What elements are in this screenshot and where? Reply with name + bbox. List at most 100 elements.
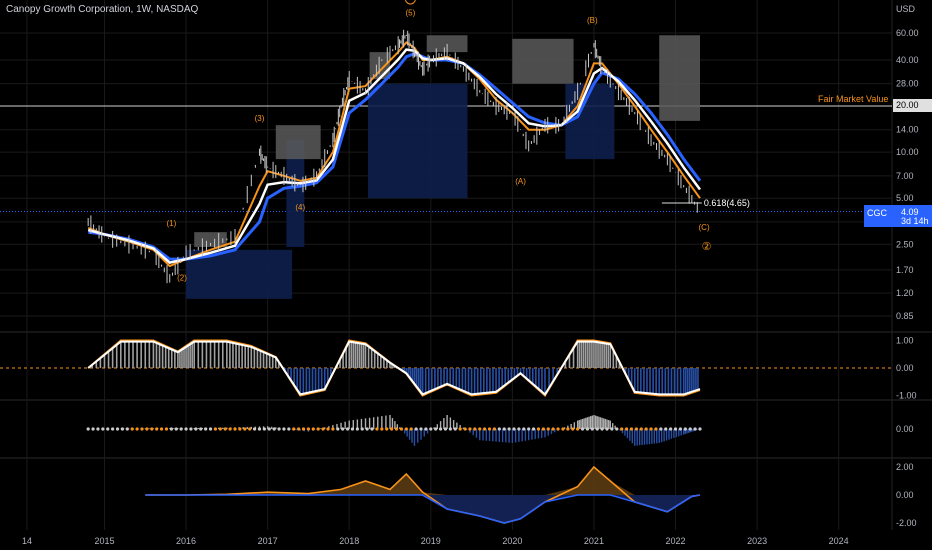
momentum-dot [669, 427, 673, 431]
momentum-dot [350, 427, 355, 431]
momentum-dot [468, 427, 472, 431]
momentum-dot [595, 427, 599, 431]
momentum-dot [615, 427, 619, 431]
momentum-dot [86, 427, 90, 431]
momentum-dot [620, 427, 624, 431]
osc-histogram-bar [446, 368, 448, 385]
osc-histogram-bar [658, 368, 661, 396]
momentum-dot [390, 427, 394, 431]
osc-histogram-bar [262, 351, 265, 368]
osc-histogram-bar [205, 340, 208, 368]
osc-histogram-bar [232, 341, 234, 368]
osc-histogram-bar [314, 368, 317, 393]
momentum-dot [556, 427, 560, 431]
time-tick-label: 2022 [666, 536, 686, 546]
osc-histogram-bar [370, 348, 373, 368]
osc-histogram-bar [187, 344, 189, 368]
osc-histogram-bar [624, 368, 627, 375]
time-tick-label: 2019 [421, 536, 441, 546]
osc-histogram-bar [486, 368, 488, 394]
momentum-dot [248, 427, 252, 431]
osc-histogram-bar [311, 368, 314, 393]
momentum-dot [624, 427, 629, 431]
osc-histogram-bar [320, 368, 323, 391]
momentum-dot [257, 427, 262, 431]
osc-histogram-bar [661, 368, 664, 396]
price-tick-label: 0.85 [896, 311, 914, 321]
osc-histogram-bar [362, 342, 365, 368]
momentum-dot [140, 427, 144, 431]
momentum-dot [443, 427, 448, 431]
momentum-dot [130, 427, 134, 431]
osc-histogram-bar [461, 368, 464, 392]
momentum-dot [233, 427, 237, 431]
osc-main-line [87, 340, 701, 396]
osc-histogram-bar [111, 347, 114, 368]
osc-histogram-bar [646, 368, 648, 395]
momentum-dot [184, 427, 188, 431]
osc-histogram-bar [241, 343, 243, 368]
osc-histogram-bar [519, 368, 522, 374]
momentum-dot [316, 427, 320, 431]
momentum-dot [659, 427, 663, 431]
osc-histogram-bar [183, 347, 185, 368]
time-tick-label: 14 [22, 536, 32, 546]
momentum-dot [301, 427, 306, 431]
momentum-dot [297, 427, 301, 431]
osc-histogram-bar [633, 368, 636, 393]
osc-histogram-bar [679, 368, 682, 396]
osc-histogram-bar [413, 368, 416, 385]
momentum-dot [385, 427, 389, 431]
momentum-dot [375, 427, 379, 431]
momentum-dot [189, 427, 193, 431]
osc-histogram-bar [513, 368, 516, 379]
osc-histogram-bar [591, 340, 593, 368]
osc-histogram-bar [99, 357, 102, 368]
osc-histogram-bar [597, 341, 599, 368]
last-price-tag[interactable]: CGC 4.09 3d 14h [864, 205, 932, 227]
osc-histogram-bar [670, 368, 673, 396]
osc-histogram-bar [582, 340, 585, 368]
momentum-dot [664, 427, 668, 431]
osc-histogram-bar [140, 340, 142, 368]
osc-histogram-bar [507, 368, 510, 384]
osc-histogram-bar [250, 346, 253, 368]
momentum-dot [438, 427, 443, 431]
momentum-dot [644, 427, 648, 431]
osc-histogram-bar [164, 346, 167, 368]
momentum-dot [380, 427, 384, 431]
osc-histogram-bar [584, 340, 587, 368]
osc-histogram-bar [132, 340, 134, 368]
osc-histogram-bar [552, 368, 554, 382]
osc-histogram-bar [409, 368, 412, 379]
osc-histogram-bar [492, 368, 494, 394]
osc-histogram-bar [185, 346, 187, 368]
osc-histogram-bar [330, 368, 332, 378]
osc-histogram-bar [358, 342, 361, 368]
fast-ema-line [87, 41, 701, 268]
price-tick-label: 7.00 [896, 171, 914, 181]
time-tick-label: 2016 [176, 536, 196, 546]
osc-histogram-bar [498, 368, 500, 391]
momentum-dot [517, 427, 521, 431]
momentum-dot [463, 427, 467, 431]
osc-histogram-bar [655, 368, 657, 396]
osc-histogram-bar [403, 368, 406, 373]
momentum-dot [311, 427, 315, 431]
osc-histogram-bar [323, 368, 326, 390]
osc-histogram-bar [342, 352, 344, 368]
price-tick-label: 5.00 [896, 193, 914, 203]
momentum-dot [634, 427, 638, 431]
osc-histogram-bar [235, 342, 237, 368]
resistance-zone-box [275, 125, 321, 160]
oscillator-histogram [86, 340, 702, 523]
momentum-dot [179, 427, 183, 431]
momentum-dot [458, 427, 462, 431]
osc-tick-label: -1.00 [896, 391, 917, 401]
osc-histogram-bar [238, 343, 240, 368]
momentum-dot [111, 427, 115, 431]
momentum-dot [91, 427, 95, 431]
osc-histogram-bar [601, 341, 603, 368]
osc-histogram-bar [119, 340, 122, 368]
